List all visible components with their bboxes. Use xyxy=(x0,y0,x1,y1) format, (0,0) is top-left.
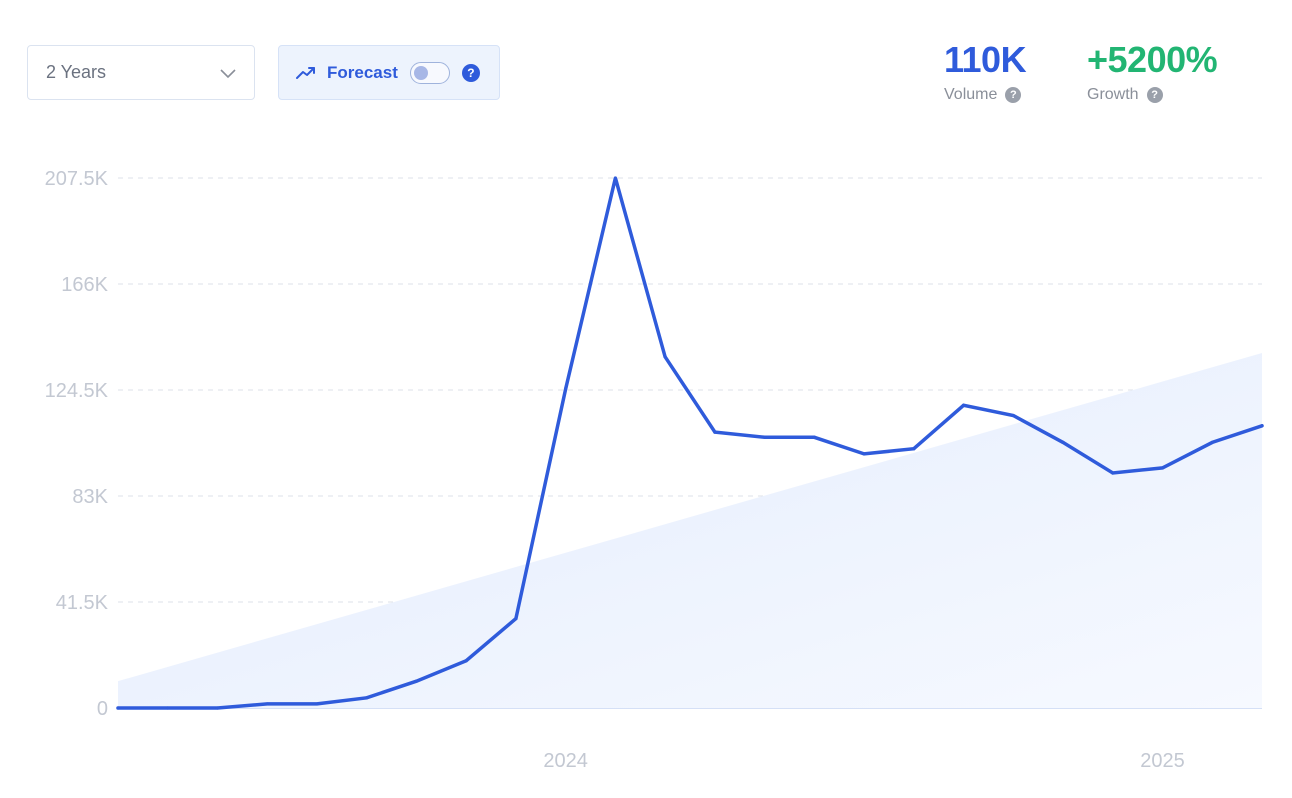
growth-value: +5200% xyxy=(1087,39,1218,80)
data-point xyxy=(414,679,419,683)
x-tick-label: 2025 xyxy=(1140,750,1185,772)
volume-help-icon[interactable]: ? xyxy=(1005,87,1022,103)
toggle-knob xyxy=(413,65,428,80)
data-point xyxy=(812,435,816,439)
volume-label: Volume xyxy=(944,86,998,103)
data-point xyxy=(1061,440,1065,444)
data-point xyxy=(763,435,767,439)
y-tick-label: 0 xyxy=(97,698,108,720)
volume-value: 110K xyxy=(944,39,1027,80)
data-point xyxy=(464,659,468,663)
growth-help-icon[interactable]: ? xyxy=(1146,87,1163,103)
data-point xyxy=(514,617,518,621)
data-point xyxy=(713,430,717,434)
y-tick-label: 124.5K xyxy=(45,380,109,402)
data-point xyxy=(564,387,568,391)
data-point xyxy=(265,702,269,706)
growth-label: Growth xyxy=(1087,86,1139,103)
data-point xyxy=(663,355,667,359)
forecast-help-icon[interactable]: ? xyxy=(461,63,480,82)
trend-area xyxy=(118,352,1262,708)
y-tick-label: 207.5K xyxy=(45,168,109,190)
data-point xyxy=(315,702,319,706)
time-range-label: 2 Years xyxy=(46,62,107,82)
forecast-toggle[interactable] xyxy=(409,61,450,84)
data-point xyxy=(1260,424,1264,428)
data-point xyxy=(1111,471,1115,475)
data-point xyxy=(215,706,220,710)
growth-stat: +5200% Growth ? xyxy=(1087,38,1218,104)
forecast-control: Forecast ? xyxy=(278,45,500,100)
data-point xyxy=(166,706,170,710)
data-point xyxy=(912,447,916,451)
series-line xyxy=(116,177,1264,710)
data-point xyxy=(365,696,369,700)
data-point xyxy=(116,706,120,710)
y-tick-label: 41.5K xyxy=(56,592,109,614)
y-tick-label: 166K xyxy=(61,274,108,296)
data-point xyxy=(1160,466,1165,470)
volume-stat: 110K Volume ? xyxy=(944,38,1027,104)
forecast-label: Forecast xyxy=(327,62,398,82)
chevron-down-icon xyxy=(220,68,236,78)
trending-up-icon xyxy=(296,66,315,79)
data-point xyxy=(961,403,966,407)
data-point xyxy=(862,452,866,456)
y-tick-label: 83K xyxy=(72,486,108,508)
data-point xyxy=(1011,413,1015,418)
data-point xyxy=(1210,440,1214,444)
time-range-dropdown[interactable]: 2 Years xyxy=(27,45,255,100)
data-point xyxy=(613,176,617,180)
x-tick-label: 2024 xyxy=(543,750,588,772)
